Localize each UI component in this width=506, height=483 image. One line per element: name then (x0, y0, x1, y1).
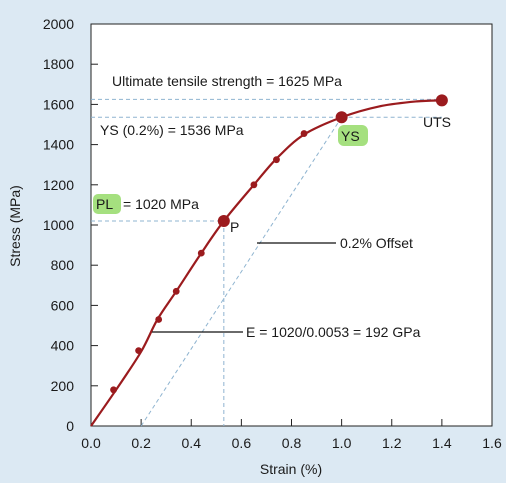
y-tick-label: 800 (51, 257, 75, 273)
pl-badge-label: PL (96, 196, 113, 212)
modulus-annotation: E = 1020/0.0053 = 192 GPa (246, 324, 421, 340)
stress-strain-curve (90, 99, 442, 427)
ys-annotation: YS (0.2%) = 1536 MPa (100, 122, 244, 138)
data-point (250, 181, 258, 189)
pl-badge-background (93, 194, 121, 214)
y-tick-label: 600 (51, 297, 75, 313)
y-tick-label: 1800 (43, 56, 74, 72)
data-point (155, 316, 163, 323)
stress-strain-curve-layer (90, 94, 448, 427)
y-tick-label: 2000 (43, 16, 74, 32)
x-axis-label: Strain (%) (260, 461, 322, 477)
y-tick-label: 1400 (43, 137, 74, 153)
x-tick-label: 0.6 (232, 435, 252, 451)
data-point (110, 386, 117, 394)
x-axis-ticks: 0.0 0.2 0.4 0.6 0.8 1.0 1.2 1.4 1.6 (81, 419, 502, 451)
y-axis-ticks: 0 200 400 600 800 1000 1200 1400 1600 1800 2000 (43, 16, 98, 434)
x-tick-label: 1.2 (382, 435, 402, 451)
dashed-guide-lines (91, 98, 442, 427)
x-tick-label: 0.2 (131, 435, 151, 451)
x-tick-label: 1.0 (332, 435, 352, 451)
key-point-uts (435, 94, 448, 107)
y-axis-label: Stress (MPa) (7, 185, 23, 267)
p-point-label: P (230, 219, 239, 235)
x-tick-label: 0.4 (182, 435, 202, 451)
x-tick-label: 0.0 (81, 435, 101, 451)
key-point-ys (335, 111, 348, 124)
ys-badge-background (338, 125, 368, 146)
uts-point-label: UTS (423, 114, 451, 130)
pl-annotation: = 1020 MPa (123, 196, 199, 212)
data-point (172, 287, 180, 295)
x-tick-label: 1.4 (432, 435, 452, 451)
y-tick-label: 1000 (43, 217, 74, 233)
data-point (197, 249, 205, 257)
offset-line (140, 116, 343, 427)
y-tick-label: 400 (51, 338, 75, 354)
ys-badge-label: YS (341, 128, 360, 144)
x-tick-label: 0.8 (282, 435, 302, 451)
data-point (273, 156, 280, 164)
x-tick-label: 1.6 (482, 435, 502, 451)
data-point (135, 347, 143, 355)
uts-annotation: Ultimate tensile strength = 1625 MPa (112, 73, 342, 89)
y-tick-label: 0 (66, 418, 74, 434)
plot-area (90, 23, 493, 427)
data-point (300, 130, 308, 137)
offset-annotation: 0.2% Offset (340, 235, 413, 251)
annotation-layer: Ultimate tensile strength = 1625 MPa YS (… (93, 73, 451, 340)
key-point-p (217, 214, 230, 227)
y-tick-label: 200 (51, 378, 75, 394)
y-tick-label: 1200 (43, 177, 74, 193)
y-tick-label: 1600 (43, 96, 74, 112)
